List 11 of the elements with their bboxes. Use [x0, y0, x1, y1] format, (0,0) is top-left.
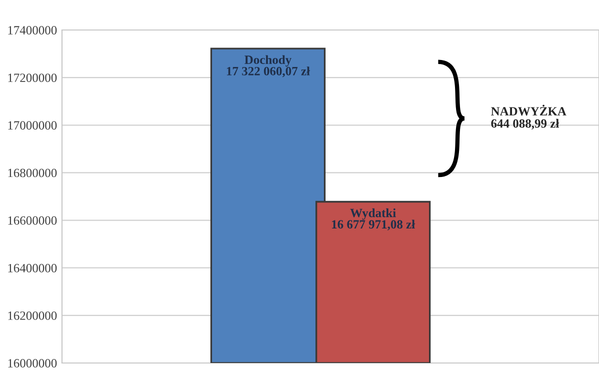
annotation: NADWYŻKA 644 088,99 zł [491, 104, 566, 130]
y-tick-label: 16800000 [8, 168, 57, 178]
y-tick-label: 16000000 [8, 359, 57, 368]
data-label: Dochody 17 322 060,07 zł [226, 55, 310, 78]
y-tick-label: 16600000 [8, 216, 57, 225]
data-label: Wydatki 16 677 971,08 zł [332, 208, 416, 230]
y-tick-label: 16400000 [8, 264, 57, 272]
y-tick-label: 17000000 [8, 121, 57, 130]
y-tick-label: 17200000 [8, 74, 57, 82]
y-tick-label: 16200000 [8, 311, 57, 320]
y-tick-label: 17400000 [8, 26, 57, 34]
